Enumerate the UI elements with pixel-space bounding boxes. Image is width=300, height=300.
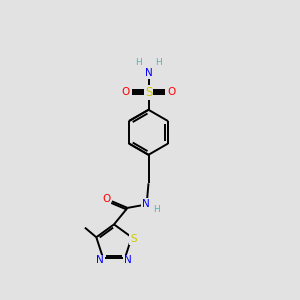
- Text: H: H: [153, 205, 160, 214]
- Text: H: H: [136, 58, 142, 67]
- Text: N: N: [142, 199, 149, 209]
- Text: S: S: [145, 86, 152, 99]
- Text: N: N: [96, 255, 104, 266]
- Text: N: N: [124, 255, 132, 266]
- Text: O: O: [167, 87, 175, 98]
- Text: N: N: [145, 68, 152, 78]
- Text: S: S: [130, 234, 136, 244]
- Text: O: O: [122, 87, 130, 98]
- Text: O: O: [102, 194, 111, 204]
- Text: H: H: [155, 58, 161, 67]
